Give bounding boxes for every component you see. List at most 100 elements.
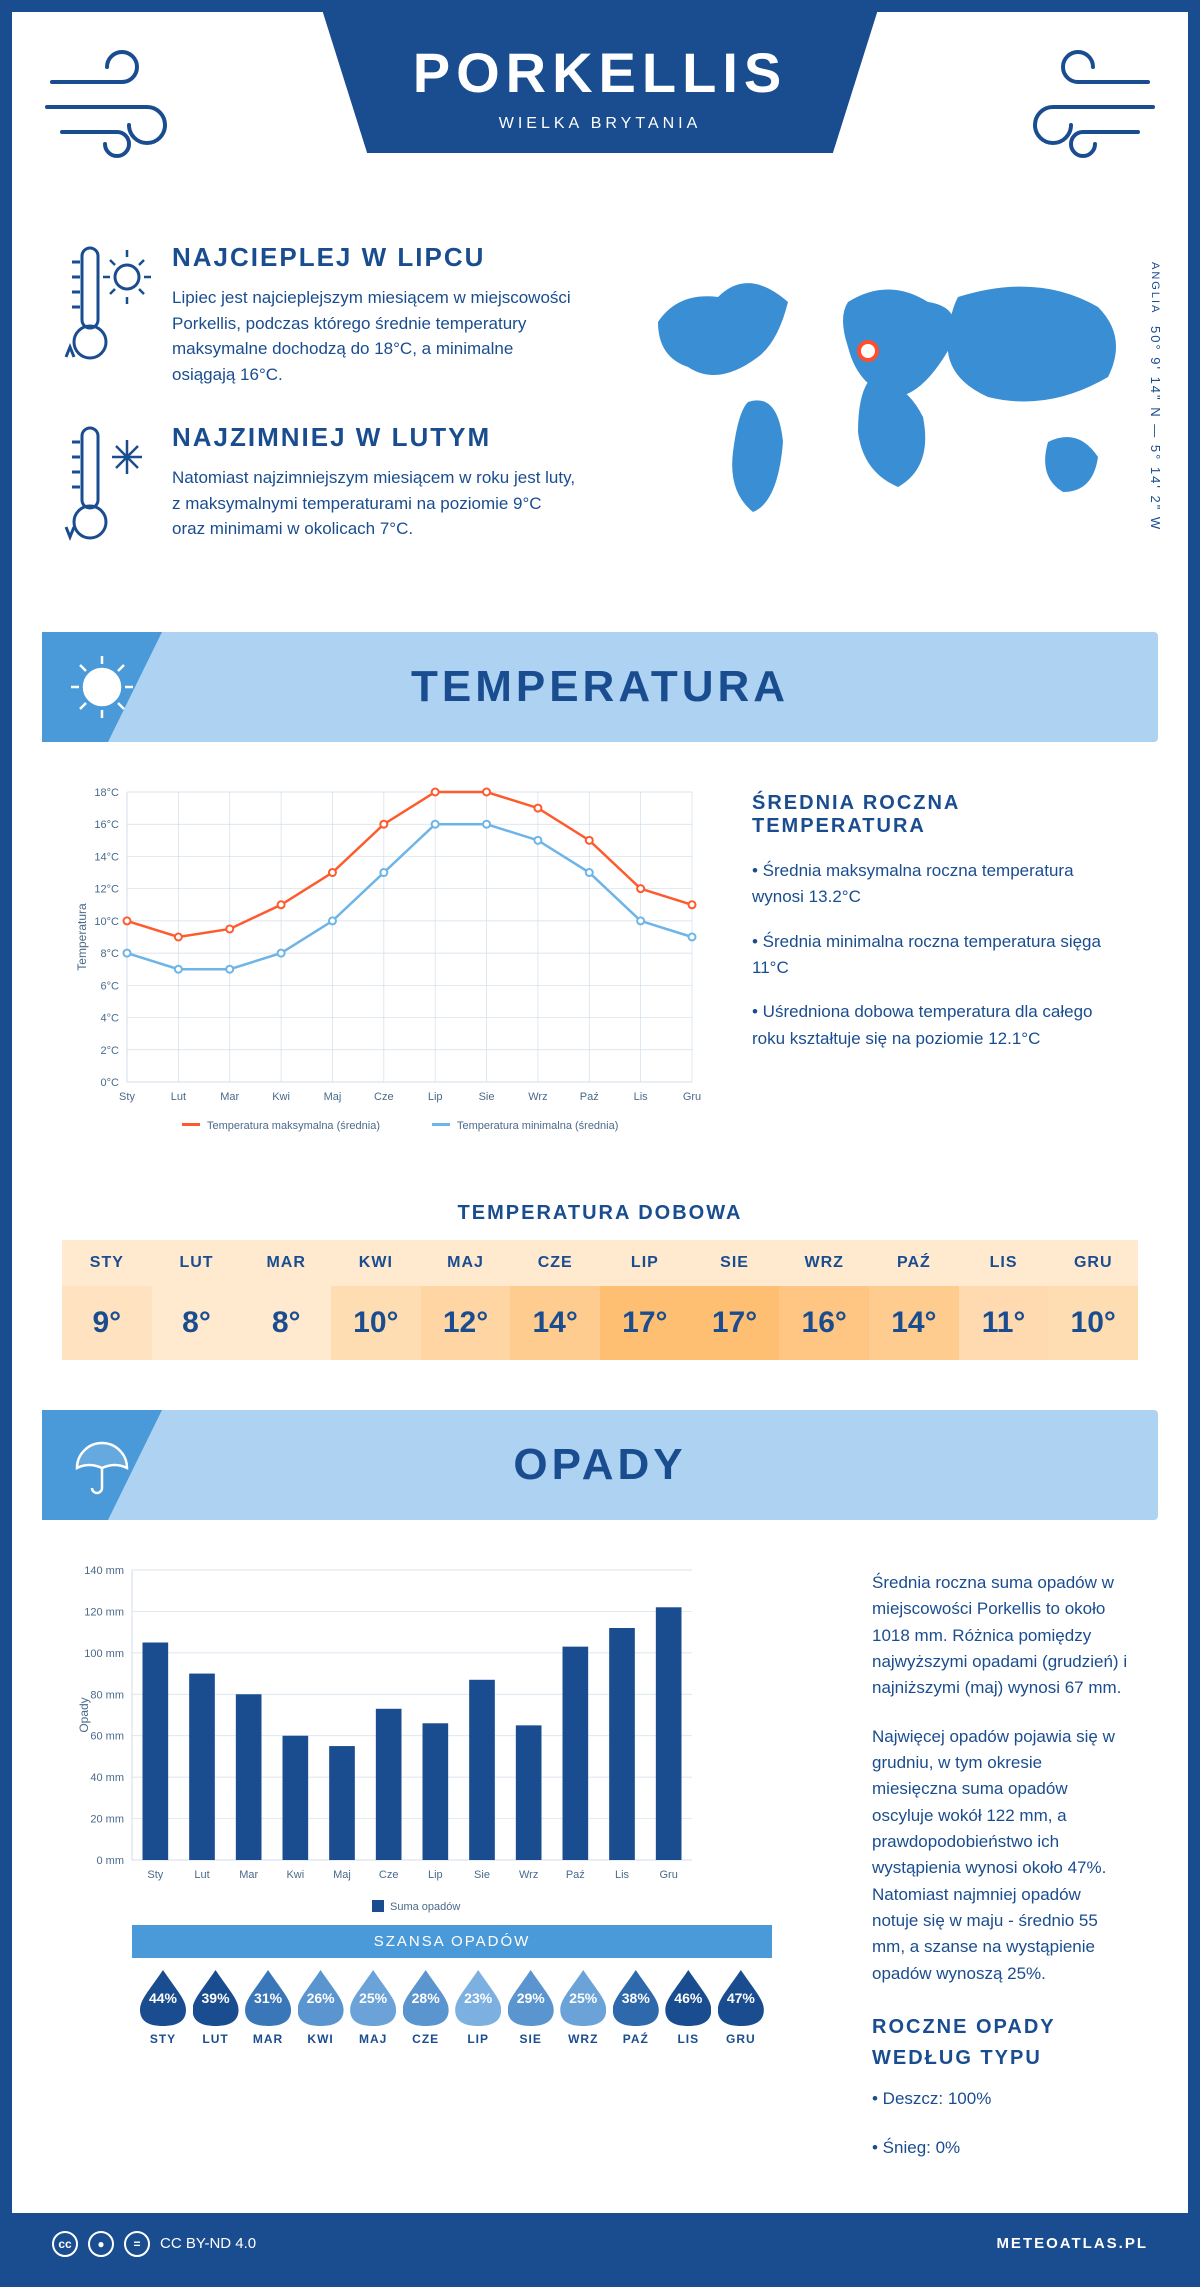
svg-text:Cze: Cze: [379, 1869, 399, 1881]
precipitation-summary: Średnia roczna suma opadów w miejscowośc…: [872, 1560, 1128, 2183]
svg-text:Sie: Sie: [479, 1091, 495, 1103]
svg-text:16°C: 16°C: [94, 819, 119, 831]
daily-column: LIS 11°: [959, 1240, 1049, 1360]
svg-text:10°C: 10°C: [94, 916, 119, 928]
svg-text:Maj: Maj: [333, 1869, 351, 1881]
svg-text:Lis: Lis: [615, 1869, 630, 1881]
fact-cold-body: Natomiast najzimniejszym miesiącem w rok…: [172, 465, 578, 542]
fact-hottest: NAJCIEPLEJ W LIPCU Lipiec jest najcieple…: [62, 242, 578, 387]
svg-text:100 mm: 100 mm: [84, 1648, 124, 1660]
city-title: PORKELLIS: [413, 40, 787, 105]
svg-text:Wrz: Wrz: [519, 1869, 538, 1881]
daily-value: 11°: [959, 1286, 1049, 1360]
by-icon: ●: [88, 2231, 114, 2257]
rain-type-title: ROCZNE OPADY WEDŁUG TYPU: [872, 2012, 1128, 2074]
wind-icon: [42, 42, 212, 162]
rain-chance-panel: SZANSA OPADÓW 44%STY39%LUT31%MAR26%KWI25…: [132, 1925, 772, 2058]
precipitation-bar-chart: 0 mm20 mm40 mm60 mm80 mm100 mm120 mm140 …: [72, 1560, 712, 1920]
svg-text:Paź: Paź: [566, 1869, 585, 1881]
temp-summary-line: • Uśredniona dobowa temperatura dla całe…: [752, 999, 1128, 1052]
daily-column: STY 9°: [62, 1240, 152, 1360]
intro-row: NAJCIEPLEJ W LIPCU Lipiec jest najcieple…: [12, 222, 1188, 632]
rain-chance-drop: 25%MAJ: [348, 1970, 398, 2046]
daily-column: WRZ 16°: [779, 1240, 869, 1360]
umbrella-icon: [42, 1410, 162, 1520]
country-subtitle: WIELKA BRYTANIA: [413, 115, 787, 133]
svg-text:Kwi: Kwi: [272, 1091, 290, 1103]
site-name: METEOATLAS.PL: [996, 2235, 1148, 2252]
svg-text:Lip: Lip: [428, 1091, 443, 1103]
daily-month: KWI: [331, 1240, 421, 1286]
daily-value: 16°: [779, 1286, 869, 1360]
daily-month: LIS: [959, 1240, 1049, 1286]
daily-column: GRU 10°: [1048, 1240, 1138, 1360]
daily-month: WRZ: [779, 1240, 869, 1286]
fact-hot-title: NAJCIEPLEJ W LIPCU: [172, 242, 578, 273]
svg-text:60 mm: 60 mm: [90, 1731, 124, 1743]
cc-icon: cc: [52, 2231, 78, 2257]
daily-month: PAŹ: [869, 1240, 959, 1286]
section-title: TEMPERATURA: [411, 662, 789, 712]
wind-icon: [988, 42, 1158, 162]
svg-text:2°C: 2°C: [101, 1045, 120, 1057]
svg-text:Suma opadów: Suma opadów: [390, 1901, 460, 1913]
rain-chance-drop: 23%LIP: [453, 1970, 503, 2046]
daily-temp-title: TEMPERATURA DOBOWA: [12, 1202, 1188, 1225]
svg-text:Maj: Maj: [324, 1091, 342, 1103]
section-title: OPADY: [513, 1440, 686, 1490]
daily-value: 12°: [421, 1286, 511, 1360]
daily-value: 17°: [690, 1286, 780, 1360]
fact-coldest: NAJZIMNIEJ W LUTYM Natomiast najzimniejs…: [62, 422, 578, 557]
daily-month: STY: [62, 1240, 152, 1286]
rain-type-line: • Deszcz: 100%: [872, 2086, 1128, 2112]
daily-value: 14°: [510, 1286, 600, 1360]
daily-value: 10°: [331, 1286, 421, 1360]
world-map: ANGLIA 50° 9' 14" N — 5° 14' 2" W: [618, 242, 1138, 592]
svg-text:Paź: Paź: [580, 1091, 599, 1103]
rain-chance-title: SZANSA OPADÓW: [132, 1925, 772, 1958]
svg-text:20 mm: 20 mm: [90, 1814, 124, 1826]
daily-value: 8°: [241, 1286, 331, 1360]
svg-text:8°C: 8°C: [101, 948, 120, 960]
svg-text:Lut: Lut: [171, 1091, 186, 1103]
svg-text:Temperatura: Temperatura: [75, 903, 89, 971]
daily-temperature-table: STY 9°LUT 8°MAR 8°KWI 10°MAJ 12°CZE 14°L…: [62, 1240, 1138, 1360]
daily-column: KWI 10°: [331, 1240, 421, 1360]
svg-text:Temperatura maksymalna (średni: Temperatura maksymalna (średnia): [207, 1120, 380, 1132]
svg-text:Sie: Sie: [474, 1869, 490, 1881]
thermometer-sun-icon: [62, 242, 152, 387]
svg-text:80 mm: 80 mm: [90, 1689, 124, 1701]
license-block: cc ● = CC BY-ND 4.0: [52, 2231, 256, 2257]
svg-text:Lip: Lip: [428, 1869, 443, 1881]
temperature-line-chart: 0°C2°C4°C6°C8°C10°C12°C14°C16°C18°CStyLu…: [72, 782, 712, 1142]
svg-text:Cze: Cze: [374, 1091, 394, 1103]
map-coordinates: ANGLIA 50° 9' 14" N — 5° 14' 2" W: [1148, 262, 1163, 531]
svg-text:6°C: 6°C: [101, 980, 120, 992]
svg-text:Gru: Gru: [683, 1091, 701, 1103]
temp-summary-title: ŚREDNIA ROCZNA TEMPERATURA: [752, 792, 1128, 838]
rain-chance-drop: 28%CZE: [401, 1970, 451, 2046]
rain-chance-drop: 47%GRU: [716, 1970, 766, 2046]
svg-text:Sty: Sty: [147, 1869, 163, 1881]
rain-type-line: • Śnieg: 0%: [872, 2135, 1128, 2161]
svg-text:Lis: Lis: [634, 1091, 649, 1103]
svg-text:40 mm: 40 mm: [90, 1772, 124, 1784]
section-banner-rain: OPADY: [42, 1410, 1158, 1520]
daily-column: MAJ 12°: [421, 1240, 511, 1360]
section-banner-temperature: TEMPERATURA: [42, 632, 1158, 742]
header: PORKELLIS WIELKA BRYTANIA: [12, 12, 1188, 222]
daily-value: 10°: [1048, 1286, 1138, 1360]
svg-text:120 mm: 120 mm: [84, 1606, 124, 1618]
svg-text:Mar: Mar: [220, 1091, 239, 1103]
svg-text:12°C: 12°C: [94, 884, 119, 896]
rain-text-p2: Najwięcej opadów pojawia się w grudniu, …: [872, 1724, 1128, 1987]
svg-text:Kwi: Kwi: [286, 1869, 304, 1881]
daily-value: 9°: [62, 1286, 152, 1360]
sun-icon: [42, 632, 162, 742]
daily-column: LUT 8°: [152, 1240, 242, 1360]
svg-text:0°C: 0°C: [101, 1077, 120, 1089]
rain-chance-drop: 29%SIE: [506, 1970, 556, 2046]
rain-chance-drop: 46%LIS: [663, 1970, 713, 2046]
temperature-summary: ŚREDNIA ROCZNA TEMPERATURA • Średnia mak…: [752, 782, 1128, 1142]
daily-value: 14°: [869, 1286, 959, 1360]
